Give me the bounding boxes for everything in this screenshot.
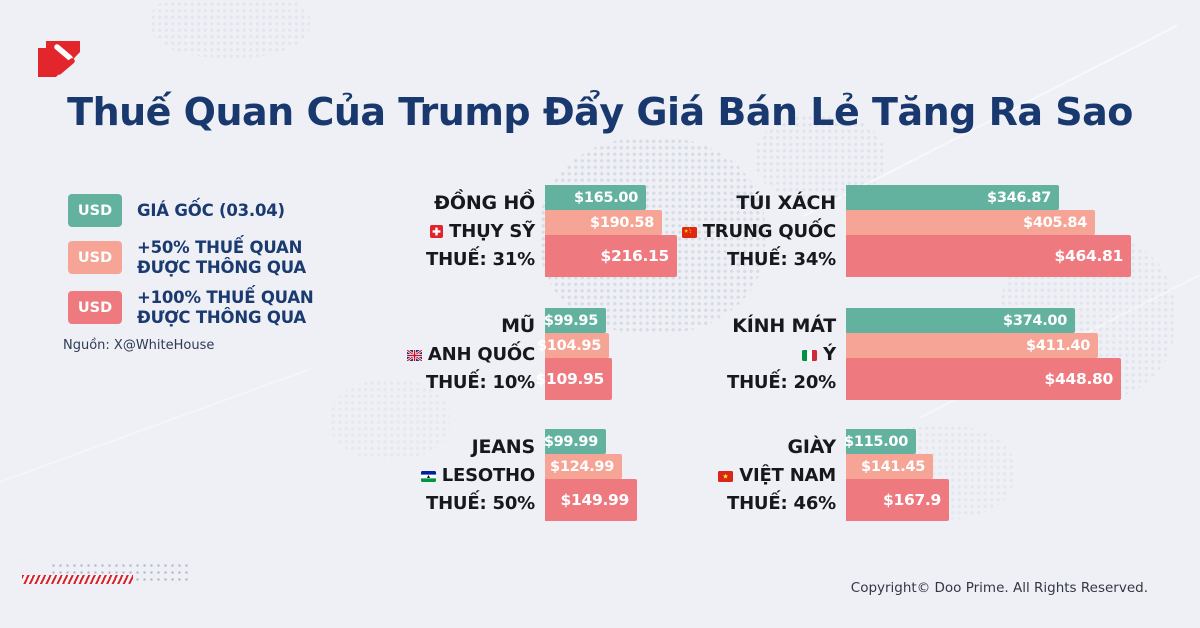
legend-row-tariff50: USD +50% THUẾ QUAN ĐƯỢC THÔNG QUA (68, 238, 314, 277)
tariff-label: THUẾ: 46% (726, 493, 836, 514)
chart-group-shoes: GIÀY VIỆT NAM THUẾ: 46% $115.00 $141.45 … (680, 429, 949, 521)
bar-stack: $374.00 $411.40 $448.80 (846, 308, 1121, 400)
bar-tariff100-price: $448.80 (846, 358, 1121, 400)
world-map-dots-decor (330, 380, 450, 460)
tariff-label: THUẾ: 50% (425, 493, 535, 514)
bar-tariff50-price: $124.99 (545, 454, 622, 479)
bar-tariff100-price: $464.81 (846, 235, 1131, 277)
country-label: VIỆT NAM (680, 465, 836, 486)
group-labels: MŨ ANH QUỐC THUẾ: 10% (380, 308, 545, 400)
legend-swatch-base: USD (68, 194, 122, 227)
country-label: Ý (680, 344, 836, 365)
legend-swatch-unit: USD (77, 202, 113, 219)
country-label: ANH QUỐC (380, 344, 535, 365)
product-label: ĐỒNG HỒ (434, 192, 535, 214)
country-label: TRUNG QUỐC (680, 221, 836, 242)
bar-stack: $99.99 $124.99 $149.99 (544, 429, 637, 521)
bar-base-price: $99.95 (544, 308, 606, 333)
lesotho-flag-icon (420, 471, 436, 482)
bar-base-price: $165.00 (545, 185, 646, 210)
bar-base-price: $115.00 (844, 429, 916, 454)
legend-label-tariff100: +100% THUẾ QUAN ĐƯỢC THÔNG QUA (137, 288, 314, 327)
united-kingdom-flag-icon (406, 350, 422, 361)
tariff-label: THUẾ: 34% (726, 249, 836, 270)
bar-tariff100-price: $149.99 (545, 479, 637, 521)
group-labels: ĐỒNG HỒ THỤY SỸ THUẾ: 31% (380, 185, 545, 277)
bar-stack: $346.87 $405.84 $464.81 (846, 185, 1131, 277)
group-labels: JEANS LESOTHO THUẾ: 50% (380, 429, 545, 521)
bar-stack: $165.00 $190.58 $216.15 (545, 185, 677, 277)
bar-base-price: $374.00 (846, 308, 1075, 333)
legend-swatch-unit: USD (77, 299, 113, 316)
italy-flag-icon (802, 350, 818, 361)
chart-group-hat: MŨ ANH QUỐC THUẾ: 10% $99.95 $104.95 $10… (380, 308, 612, 400)
bar-base-price: $346.87 (846, 185, 1059, 210)
bar-tariff50-price: $141.45 (846, 454, 933, 479)
group-labels: GIÀY VIỆT NAM THUẾ: 46% (680, 429, 846, 521)
product-label: KÍNH MÁT (732, 315, 836, 337)
bar-tariff50-price: $104.95 (537, 333, 609, 358)
bar-tariff100-price: $216.15 (545, 235, 677, 277)
bar-stack: $99.95 $104.95 $109.95 (536, 308, 612, 400)
switzerland-flag-icon (430, 225, 444, 238)
chart-group-sunglasses: KÍNH MÁT Ý THUẾ: 20% $374.00 $411.40 $44… (680, 308, 1121, 400)
vietnam-flag-icon (718, 471, 734, 482)
bar-base-price: $99.99 (544, 429, 606, 454)
product-label: JEANS (471, 436, 536, 458)
tariff-label: THUẾ: 20% (726, 372, 836, 393)
legend-row-base: USD GIÁ GỐC (03.04) (68, 194, 314, 227)
bar-tariff50-price: $405.84 (846, 210, 1095, 235)
legend-swatch-unit: USD (77, 249, 113, 266)
product-label: MŨ (501, 315, 535, 337)
chart-group-handbag: TÚI XÁCH TRUNG QUỐC THUẾ: 34% $346.87 $4… (680, 185, 1131, 277)
legend-label-tariff50: +50% THUẾ QUAN ĐƯỢC THÔNG QUA (137, 238, 306, 277)
light-streak-decor (0, 368, 310, 494)
tariff-label: THUẾ: 10% (425, 372, 535, 393)
china-flag-icon (681, 227, 697, 238)
bar-tariff100-price: $109.95 (536, 358, 612, 400)
legend-swatch-tariff50: USD (68, 241, 122, 274)
legend-label-base: GIÁ GỐC (03.04) (137, 200, 285, 220)
world-map-dots-decor (150, 0, 310, 58)
bar-stack: $115.00 $141.45 $167.9 (844, 429, 949, 521)
product-label: TÚI XÁCH (736, 192, 836, 214)
legend-swatch-tariff100: USD (68, 291, 122, 324)
country-label: THỤY SỸ (380, 221, 535, 242)
group-labels: TÚI XÁCH TRUNG QUỐC THUẾ: 34% (680, 185, 846, 277)
legend: USD GIÁ GỐC (03.04) USD +50% THUẾ QUAN Đ… (63, 194, 314, 353)
footer-red-stripe-decor (22, 575, 133, 584)
group-labels: KÍNH MÁT Ý THUẾ: 20% (680, 308, 846, 400)
doo-prime-logo (37, 40, 83, 84)
copyright-text: Copyright© Doo Prime. All Rights Reserve… (850, 580, 1148, 596)
source-credit: Nguồn: X@WhiteHouse (63, 338, 215, 353)
chart-group-watch: ĐỒNG HỒ THỤY SỸ THUẾ: 31% $165.00 $190.5… (380, 185, 677, 277)
chart-group-jeans: JEANS LESOTHO THUẾ: 50% $99.99 $124.99 $… (380, 429, 637, 521)
tariff-label: THUẾ: 31% (425, 249, 535, 270)
legend-row-tariff100: USD +100% THUẾ QUAN ĐƯỢC THÔNG QUA (68, 288, 314, 327)
page-title: Thuế Quan Của Trump Đẩy Giá Bán Lẻ Tăng … (67, 90, 1133, 134)
bar-tariff50-price: $190.58 (545, 210, 662, 235)
product-label: GIÀY (787, 436, 836, 458)
bar-tariff50-price: $411.40 (846, 333, 1098, 358)
country-label: LESOTHO (380, 465, 535, 486)
doo-prime-logo-icon (37, 40, 80, 77)
bar-tariff100-price: $167.9 (846, 479, 949, 521)
